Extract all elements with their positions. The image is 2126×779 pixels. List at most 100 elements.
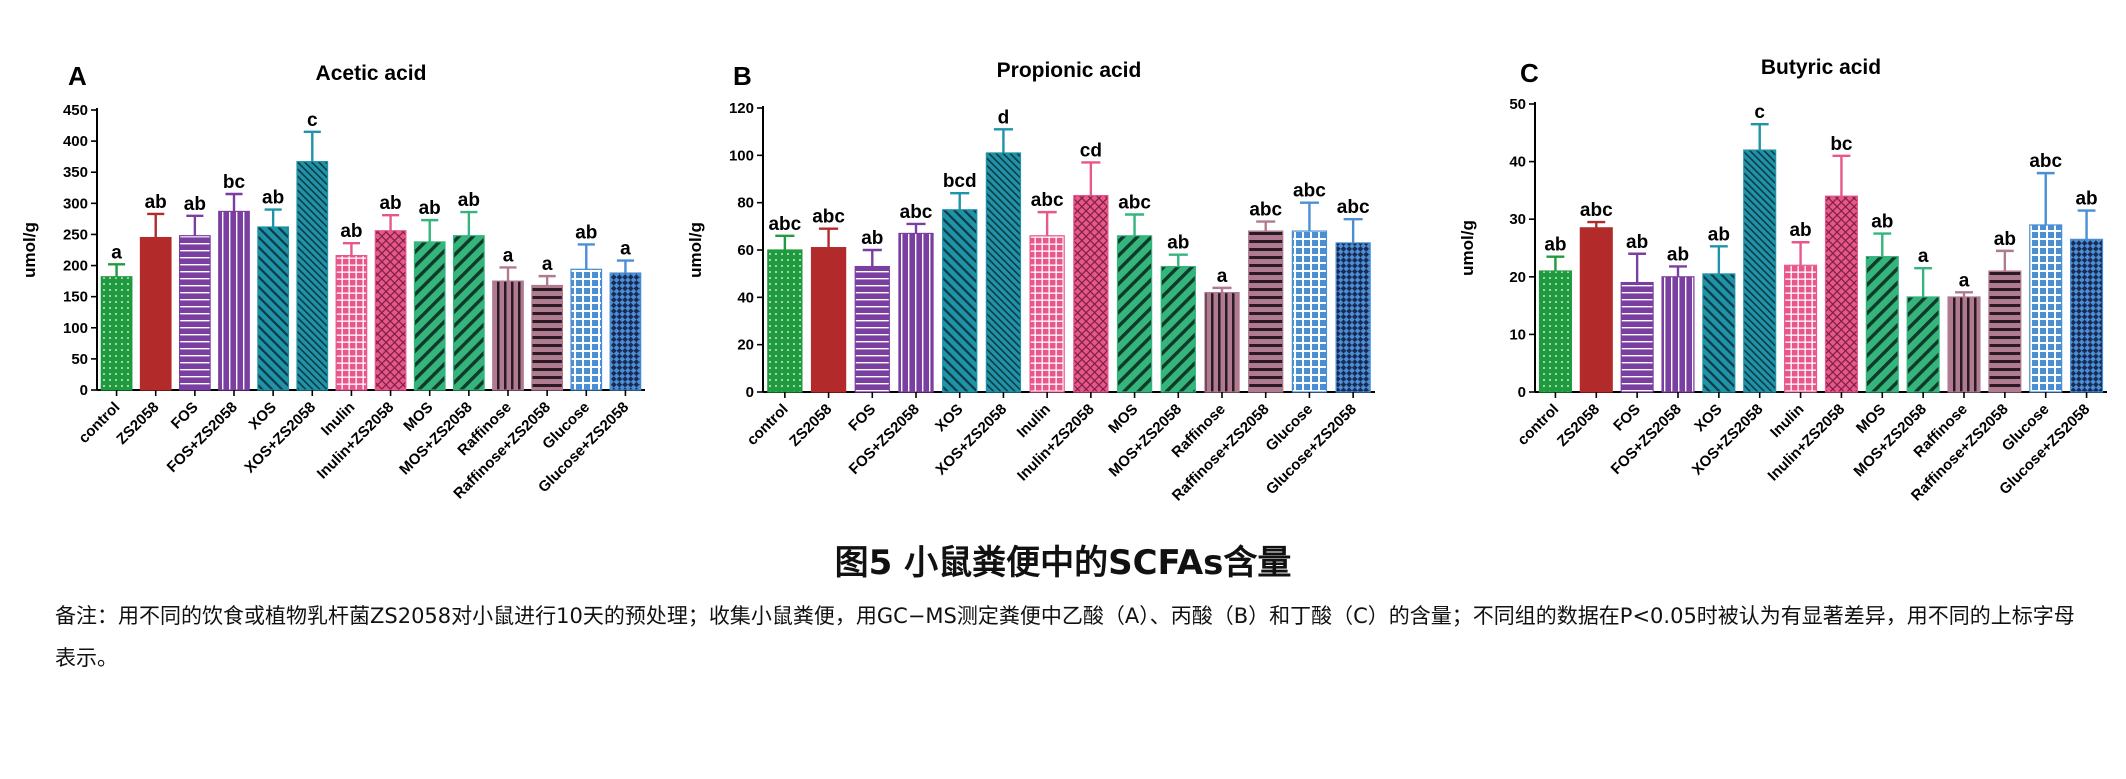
y-tick-label: 60 <box>737 242 754 259</box>
x-tick-label: control <box>1514 401 1562 449</box>
bar-glucose <box>2029 224 2063 393</box>
significance-label: a <box>542 254 553 275</box>
x-tick-label: XOS <box>246 399 280 433</box>
x-tick-label: XOS <box>1691 401 1725 435</box>
bar-glucose-zs2058 <box>609 272 642 391</box>
figure-title: 图5 小鼠粪便中的SCFAs含量 <box>834 543 1292 583</box>
x-tick-label: FOS <box>1610 401 1644 435</box>
significance-label: bc <box>1830 134 1853 155</box>
x-tick-label: ZS2058 <box>113 399 162 448</box>
bar-mos <box>1865 256 1899 393</box>
y-axis-label: umol/g <box>686 222 705 278</box>
bar-raffinose <box>492 280 524 391</box>
y-tick-label: 50 <box>71 351 88 368</box>
bar-zs2058 <box>1579 227 1613 393</box>
y-tick-label: 400 <box>63 133 88 150</box>
x-tick-label: Inulin <box>1014 401 1054 441</box>
significance-label: ab <box>184 194 206 215</box>
bar-fos-zs2058 <box>898 232 934 393</box>
bar-glucose-zs2058 <box>1335 242 1371 393</box>
significance-label: a <box>1959 270 1970 291</box>
bar-fos <box>1620 281 1654 393</box>
significance-label: ab <box>861 228 883 249</box>
x-tick-label: ZS2058 <box>786 401 835 450</box>
y-axis-label: umol/g <box>20 222 39 278</box>
x-tick-label: MOS <box>1105 401 1141 437</box>
significance-label: ab <box>1167 233 1189 254</box>
y-tick-label: 0 <box>1518 384 1526 401</box>
significance-label: ab <box>145 192 167 213</box>
y-tick-label: 150 <box>63 289 88 306</box>
chart-panel-a: A Acetic acid umol/g 0 50 100 150 200 250 300 350 4… <box>20 61 645 502</box>
y-axis-label: umol/g <box>1458 220 1477 276</box>
bar-fos <box>854 265 890 393</box>
y-tick-label: 350 <box>63 164 88 181</box>
y-tick-label: 40 <box>737 289 754 306</box>
significance-label: abc <box>1580 200 1613 221</box>
significance-label: abc <box>1118 193 1151 214</box>
bar-inulin-zs2058 <box>1073 194 1109 393</box>
bar-inulin-zs2058 <box>374 230 407 391</box>
y-tick-label: 100 <box>729 147 754 164</box>
bar-mos-zs2058 <box>452 235 485 391</box>
bar-zs2058 <box>810 247 847 393</box>
significance-label: a <box>503 245 514 266</box>
bar-fos-zs2058 <box>218 210 250 391</box>
figure-note: 备注：用不同的饮食或植物乳杆菌ZS2058对小鼠进行10天的预处理；收集小鼠粪便… <box>55 604 2075 670</box>
x-tick-label: FOS <box>845 401 879 435</box>
bar-xos-zs2058 <box>985 152 1022 393</box>
significance-label: ab <box>1626 232 1648 253</box>
significance-label: abc <box>2029 151 2062 172</box>
x-tick-label: FOS <box>168 399 202 433</box>
significance-label: a <box>111 242 122 263</box>
significance-label: abc <box>1337 197 1370 218</box>
significance-label: abc <box>1249 200 1282 221</box>
bar-xos <box>1702 273 1736 393</box>
chart-panel-c: C Butyric acid umol/g 0 10 20 30 40 50 ab control a… <box>1458 56 2107 504</box>
bar-zs2058 <box>139 236 172 391</box>
significance-label: a <box>620 239 631 260</box>
bar-inulin <box>335 255 368 391</box>
significance-label: c <box>1754 102 1765 123</box>
x-tick-label: Inulin+ZS2058 <box>1014 401 1098 485</box>
y-tick-label: 0 <box>746 384 754 401</box>
bar-mos <box>413 241 446 391</box>
x-tick-label: XOS <box>932 401 966 435</box>
y-tick-label: 120 <box>729 100 754 117</box>
significance-label: ab <box>458 190 480 211</box>
bar-glucose <box>1291 230 1328 393</box>
chart-title: Propionic acid <box>997 59 1142 82</box>
significance-label: ab <box>1667 244 1689 265</box>
bar-inulin <box>1029 235 1065 393</box>
x-tick-label: control <box>744 401 792 449</box>
y-tick-label: 50 <box>1509 96 1526 113</box>
y-tick-label: 200 <box>63 258 88 275</box>
x-tick-label: ZS2058 <box>1554 401 1603 450</box>
bar-fos <box>178 235 211 391</box>
significance-label: cd <box>1080 140 1102 161</box>
bar-inulin <box>1784 264 1818 393</box>
significance-label: ab <box>575 222 597 243</box>
significance-label: abc <box>812 207 845 228</box>
y-tick-label: 40 <box>1509 154 1526 171</box>
bar-xos <box>942 209 978 393</box>
significance-label: a <box>1217 266 1228 287</box>
y-tick-label: 0 <box>80 382 88 399</box>
chart-title: Butyric acid <box>1761 56 1881 79</box>
significance-label: d <box>998 107 1010 128</box>
x-tick-label: MOS <box>400 399 436 435</box>
bar-glucose-zs2058 <box>2070 238 2104 393</box>
y-tick-label: 100 <box>63 320 88 337</box>
bar-xos <box>257 226 290 391</box>
y-tick-label: 10 <box>1509 326 1526 343</box>
bar-fos-zs2058 <box>1661 276 1695 393</box>
significance-label: abc <box>1293 181 1326 202</box>
significance-label: bc <box>223 172 246 193</box>
significance-label: ab <box>340 221 362 242</box>
bar-control <box>767 249 803 393</box>
significance-label: ab <box>262 188 284 209</box>
significance-label: abc <box>900 202 933 223</box>
bar-xos-zs2058 <box>1743 149 1777 393</box>
significance-label: ab <box>1994 229 2016 250</box>
significance-label: ab <box>379 193 401 214</box>
